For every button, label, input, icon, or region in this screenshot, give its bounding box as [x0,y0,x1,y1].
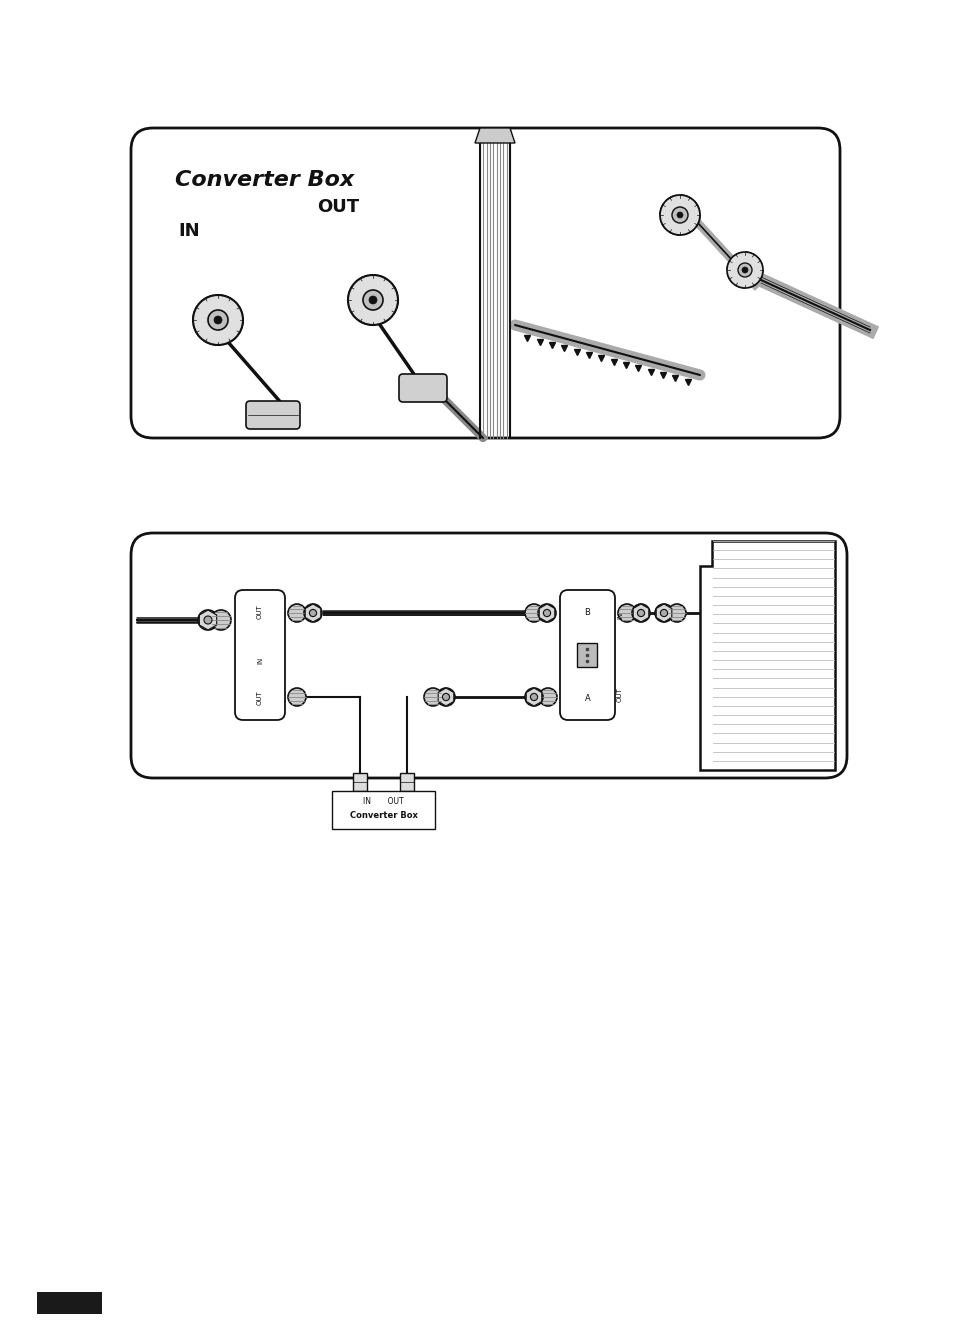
Circle shape [204,616,212,624]
Circle shape [677,212,682,218]
Circle shape [538,688,557,705]
FancyBboxPatch shape [577,643,597,667]
Circle shape [208,310,228,330]
Circle shape [524,604,542,623]
FancyBboxPatch shape [37,1292,102,1315]
FancyBboxPatch shape [131,128,840,438]
Circle shape [738,263,751,277]
Polygon shape [437,688,454,705]
Circle shape [436,688,455,705]
Text: B: B [584,608,590,616]
Circle shape [288,604,306,623]
Text: Converter Box: Converter Box [349,811,417,819]
Circle shape [655,604,672,623]
Text: IN: IN [617,612,622,619]
Circle shape [524,688,542,705]
Text: OUT: OUT [617,688,622,703]
Circle shape [288,688,306,705]
Text: IN       OUT: IN OUT [363,796,403,806]
Circle shape [537,604,556,623]
Circle shape [304,604,322,623]
Text: Converter Box: Converter Box [174,170,354,190]
Circle shape [726,253,762,289]
Circle shape [659,195,700,235]
Circle shape [637,609,644,617]
Text: OUT: OUT [256,691,263,705]
Polygon shape [526,688,541,705]
Circle shape [543,609,550,617]
FancyBboxPatch shape [131,533,846,778]
Circle shape [213,317,222,325]
Text: IN: IN [256,656,263,664]
Circle shape [309,609,316,617]
Polygon shape [538,604,555,623]
Circle shape [671,207,687,223]
Circle shape [348,275,397,325]
FancyBboxPatch shape [398,374,447,402]
Circle shape [741,267,747,273]
FancyBboxPatch shape [559,591,615,720]
Text: OUT: OUT [256,605,263,620]
FancyBboxPatch shape [399,774,414,791]
Circle shape [211,611,231,631]
Circle shape [618,604,636,623]
Circle shape [369,297,376,305]
Circle shape [198,611,218,631]
Circle shape [659,609,667,617]
Text: OUT: OUT [316,198,358,216]
Circle shape [667,604,685,623]
Circle shape [442,693,449,700]
FancyBboxPatch shape [332,791,435,830]
Circle shape [193,295,243,345]
Polygon shape [633,604,648,623]
FancyBboxPatch shape [353,774,367,791]
Circle shape [631,604,649,623]
Polygon shape [475,128,515,143]
FancyBboxPatch shape [246,401,299,429]
FancyBboxPatch shape [234,591,285,720]
Polygon shape [700,541,834,770]
Circle shape [423,688,441,705]
Polygon shape [199,611,216,631]
Text: IN: IN [178,222,199,240]
Polygon shape [656,604,671,623]
Circle shape [363,290,382,310]
Polygon shape [305,604,320,623]
Text: A: A [584,693,590,703]
Circle shape [530,693,537,700]
